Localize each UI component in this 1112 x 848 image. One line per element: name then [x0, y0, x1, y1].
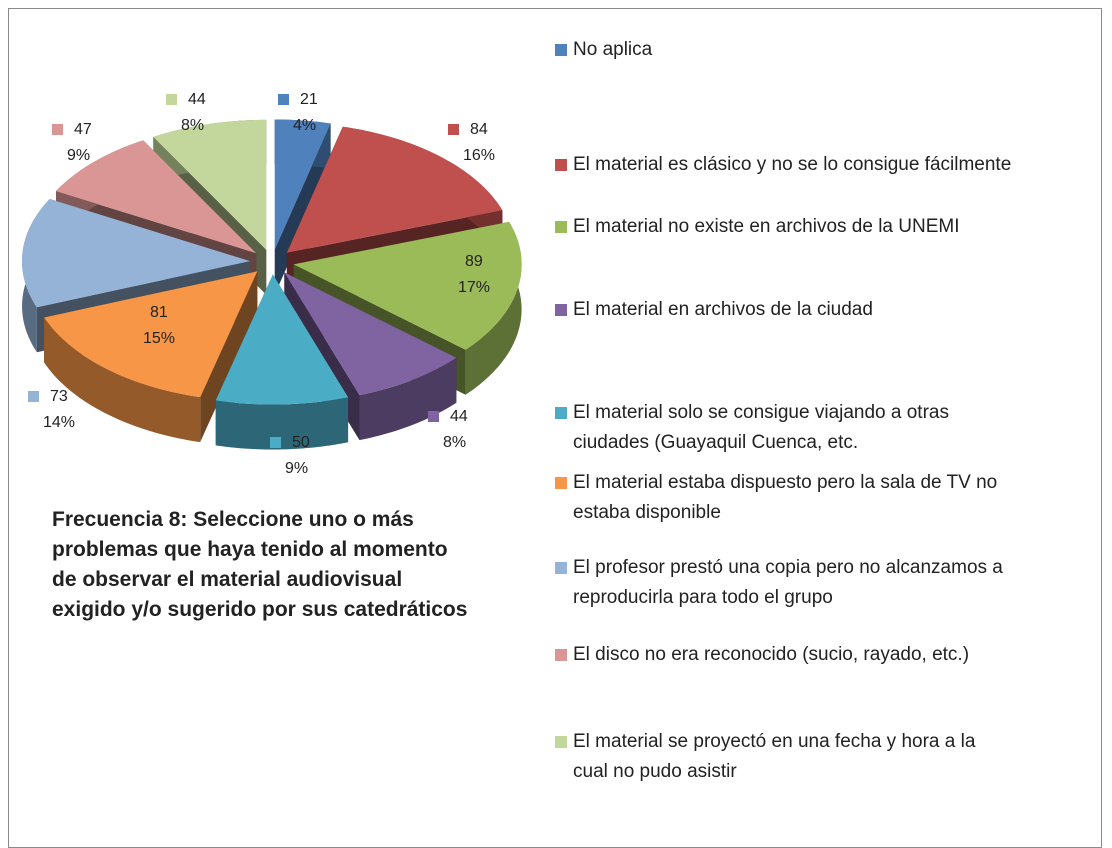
percent-label: 15% — [143, 330, 175, 347]
label-swatch — [270, 437, 281, 448]
percent-label: 9% — [285, 460, 308, 477]
slice-side — [465, 221, 522, 395]
data-label: 73 — [50, 388, 68, 405]
data-label: 84 — [470, 121, 488, 138]
data-label: 81 — [150, 304, 168, 321]
percent-label: 8% — [181, 117, 204, 134]
legend-label: El disco no era reconocido (sucio, rayad… — [573, 644, 970, 665]
legend-label: No aplica — [573, 39, 653, 60]
label-swatch — [166, 94, 177, 105]
slice — [284, 272, 457, 396]
label-swatch — [278, 94, 289, 105]
slice — [55, 140, 257, 254]
slice-side — [44, 317, 201, 443]
legend-label: El material no existe en archivos de la … — [573, 216, 960, 237]
slice — [215, 274, 349, 405]
slice — [286, 126, 503, 253]
data-label: 44 — [450, 408, 468, 425]
label-swatch — [128, 307, 139, 318]
slice — [153, 119, 267, 250]
data-label: 21 — [300, 91, 318, 108]
data-label: 50 — [292, 434, 310, 451]
label-swatch — [443, 256, 454, 267]
legend-label: El material estaba dispuesto pero la sal… — [573, 472, 998, 523]
data-label: 89 — [465, 253, 483, 270]
legend-label: El material solo se consigue viajando a … — [573, 402, 949, 453]
slice — [215, 274, 349, 450]
legend-swatch — [555, 562, 567, 574]
chart-title: Frecuencia 8: Seleccione uno o más probl… — [52, 508, 468, 621]
percent-label: 16% — [463, 147, 495, 164]
slice — [22, 199, 251, 308]
legend-swatch — [555, 736, 567, 748]
legend-swatch — [555, 649, 567, 661]
slice — [44, 271, 258, 398]
legend-swatch — [555, 407, 567, 419]
slice — [274, 119, 331, 250]
percent-label: 9% — [67, 147, 90, 164]
percent-label: 17% — [458, 279, 490, 296]
legend-swatch — [555, 304, 567, 316]
slice — [293, 221, 522, 350]
slice-side — [215, 397, 349, 450]
percent-label: 4% — [293, 117, 316, 134]
legend-label: El material se proyectó en una fecha y h… — [573, 731, 976, 782]
label-swatch — [428, 411, 439, 422]
legend-label: El profesor prestó una copia pero no alc… — [573, 557, 1003, 608]
legend-swatch — [555, 477, 567, 489]
slice — [44, 271, 258, 443]
data-label: 47 — [74, 121, 92, 138]
legend-label: El material es clásico y no se lo consig… — [573, 154, 1012, 175]
data-label: 44 — [188, 91, 206, 108]
percent-label: 8% — [443, 434, 466, 451]
label-swatch — [52, 124, 63, 135]
slice-side — [359, 357, 457, 441]
legend-swatch — [555, 159, 567, 171]
legend-label: El material en archivos de la ciudad — [573, 299, 873, 320]
legend-swatch — [555, 44, 567, 56]
legend-swatch — [555, 221, 567, 233]
percent-label: 14% — [43, 414, 75, 431]
label-swatch — [28, 391, 39, 402]
label-swatch — [448, 124, 459, 135]
